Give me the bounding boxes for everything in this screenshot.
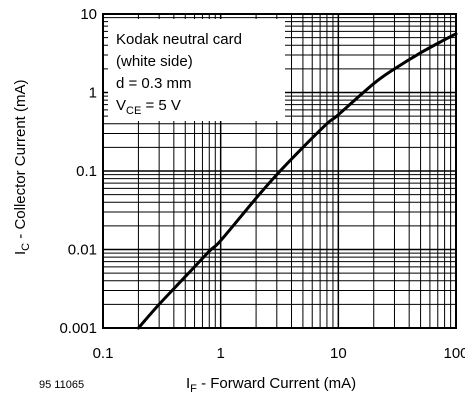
x-axis-title-sub: F bbox=[190, 383, 197, 395]
x-tick-label: 100 bbox=[443, 345, 465, 362]
y-axis-title-main: I bbox=[12, 251, 29, 255]
x-axis-title: IF - Forward Current (mA) bbox=[186, 375, 356, 395]
y-tick-label: 0.001 bbox=[59, 320, 97, 337]
series-line bbox=[136, 32, 458, 330]
annotation-vce-main: V bbox=[116, 97, 126, 114]
annotation-line-1: Kodak neutral card bbox=[116, 31, 242, 48]
legend-box bbox=[108, 19, 285, 121]
annotation-line-4: VCE = 5 V bbox=[116, 97, 181, 117]
annotation-vce-rest: = 5 V bbox=[141, 97, 181, 114]
y-tick-label: 0.01 bbox=[68, 242, 97, 259]
x-tick-label: 1 bbox=[216, 345, 224, 362]
y-tick-label: 0.1 bbox=[76, 163, 97, 180]
annotation-vce-sub: CE bbox=[126, 105, 141, 117]
series-group bbox=[136, 32, 458, 330]
plot-frame bbox=[102, 13, 457, 329]
y-tick-label: 10 bbox=[80, 6, 97, 23]
y-axis-title-rest: - Collector Current (mA) bbox=[12, 80, 29, 243]
condition-annotation: Kodak neutral card (white side) d = 0.3 … bbox=[116, 31, 242, 117]
y-tick-label: 1 bbox=[89, 85, 97, 102]
x-tick-label: 10 bbox=[330, 345, 347, 362]
x-axis-title-main: I bbox=[186, 375, 190, 392]
y-axis-title-sub: C bbox=[20, 243, 32, 251]
y-axis-title: IC - Collector Current (mA) bbox=[12, 80, 32, 255]
figure-number: 95 11065 bbox=[39, 379, 84, 391]
tick-labels: 0.1 1 10 100 0.001 0.01 0.1 1 10 bbox=[59, 6, 465, 362]
annotation-line-3: d = 0.3 mm bbox=[116, 75, 191, 92]
x-axis-title-rest: - Forward Current (mA) bbox=[197, 375, 356, 392]
annotation-line-2: (white side) bbox=[116, 53, 193, 70]
x-tick-label: 0.1 bbox=[93, 345, 114, 362]
